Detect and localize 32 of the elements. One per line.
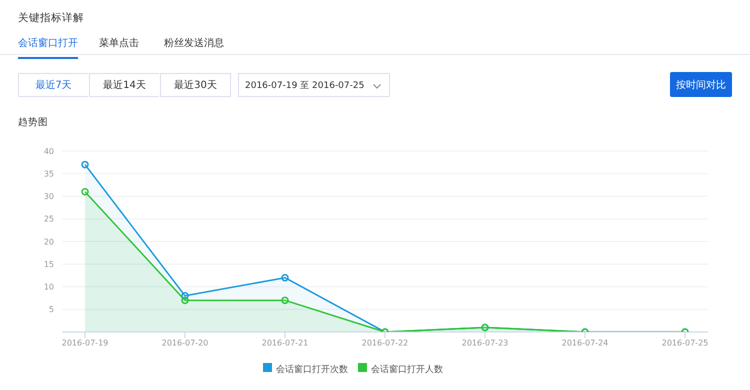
chart-subtitle: 趋势图	[18, 116, 48, 129]
point	[281, 296, 289, 304]
y-tick-label: 5	[48, 305, 54, 314]
x-tick-label: 2016-07-20	[162, 338, 208, 348]
y-tick-label: 15	[44, 260, 54, 269]
point	[81, 188, 89, 196]
x-tick-label: 2016-07-22	[362, 338, 408, 348]
legend-label: 会话窗口打开人数	[371, 365, 443, 375]
chart-title: 关键指标详解	[18, 11, 84, 25]
text: 最近7天	[18, 73, 88, 97]
text: 2016-07-19 至 2016-07-25	[245, 80, 364, 92]
x-tick-label: 2016-07-21	[262, 338, 308, 348]
text: 会话窗口打开	[18, 36, 78, 59]
text: 按时间对比	[670, 72, 732, 97]
x-tick-label: 2016-07-24	[562, 338, 608, 348]
text: 菜单点击	[99, 36, 139, 51]
y-tick-label: 40	[44, 146, 54, 156]
x-tick-label: 2016-07-23	[462, 338, 508, 348]
y-tick-label: 25	[44, 214, 54, 224]
x-tick-label: 2016-07-19	[62, 338, 108, 348]
text: 最近14天	[89, 73, 159, 97]
point	[181, 296, 189, 304]
x-tick-label: 2016-07-25	[662, 338, 708, 348]
text: 粉丝发送消息	[164, 36, 224, 51]
legend-label: 会话窗口打开次数	[276, 365, 348, 375]
y-tick-label: 10	[44, 282, 54, 292]
point	[281, 274, 289, 282]
y-tick-label: 20	[44, 237, 54, 246]
text: 最近30天	[160, 73, 231, 97]
point	[81, 160, 89, 168]
y-tick-label: 35	[44, 169, 54, 178]
y-tick-label: 30	[44, 192, 54, 202]
